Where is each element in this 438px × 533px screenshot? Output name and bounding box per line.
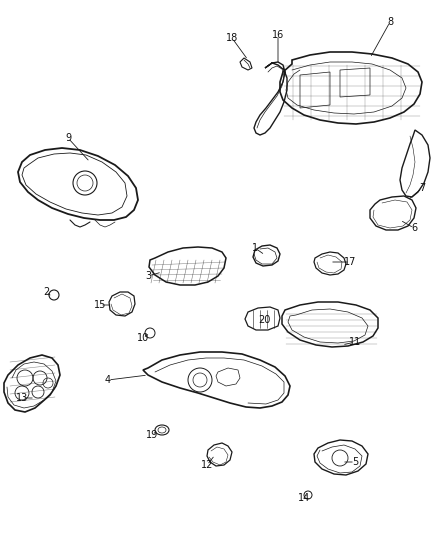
- Text: 1: 1: [252, 243, 258, 253]
- Text: 15: 15: [94, 300, 106, 310]
- Text: 12: 12: [201, 460, 213, 470]
- Text: 13: 13: [16, 393, 28, 403]
- Text: 20: 20: [258, 315, 270, 325]
- Text: 17: 17: [344, 257, 356, 267]
- Text: 2: 2: [43, 287, 49, 297]
- Text: 11: 11: [349, 337, 361, 347]
- Text: 16: 16: [272, 30, 284, 40]
- Text: 10: 10: [137, 333, 149, 343]
- Text: 7: 7: [419, 183, 425, 193]
- Text: 3: 3: [145, 271, 151, 281]
- Text: 4: 4: [105, 375, 111, 385]
- Text: 18: 18: [226, 33, 238, 43]
- Text: 9: 9: [65, 133, 71, 143]
- Text: 19: 19: [146, 430, 158, 440]
- Text: 8: 8: [387, 17, 393, 27]
- Text: 14: 14: [298, 493, 310, 503]
- Text: 5: 5: [352, 457, 358, 467]
- Text: 6: 6: [411, 223, 417, 233]
